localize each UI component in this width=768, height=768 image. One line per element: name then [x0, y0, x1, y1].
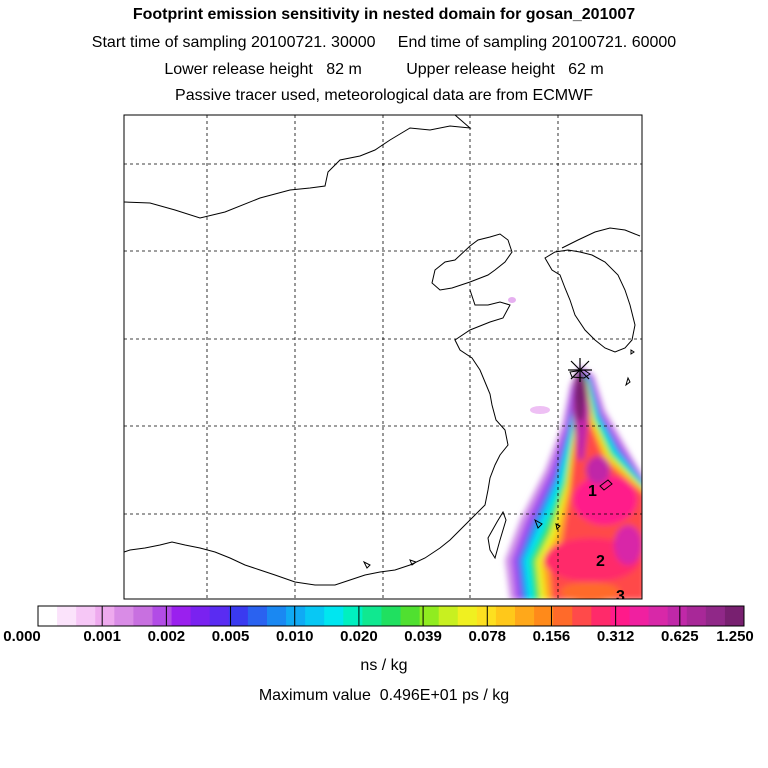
colorbar-swatch — [247, 606, 268, 626]
colorbar-tick-label: 0.010 — [275, 628, 314, 645]
coastline-small-islands-1 — [625, 376, 631, 387]
release-height-line: Lower release height 82 m Upper release … — [164, 61, 604, 78]
colorbar-swatch — [667, 606, 688, 626]
coastline-small-islands-6 — [362, 560, 371, 569]
colorbar-swatch — [228, 606, 249, 626]
coastline-korea — [544, 249, 636, 353]
colorbar-swatch — [686, 606, 707, 626]
colorbar-swatch — [438, 606, 459, 626]
colorbar-tick-label: 1.250 — [716, 628, 754, 645]
colorbar-swatch — [381, 606, 402, 626]
colorbar-swatch — [114, 606, 134, 626]
colorbar-swatch — [553, 606, 573, 626]
marker-label-1: 1 — [588, 483, 597, 500]
colorbar-swatch — [305, 606, 325, 626]
colorbar-swatch — [76, 606, 96, 626]
colorbar-swatch — [419, 606, 440, 626]
colorbar-swatch — [266, 606, 287, 626]
colorbar-swatch — [133, 606, 153, 626]
footprint-plume — [505, 365, 642, 599]
colorbar-tick-label: 0.005 — [211, 628, 250, 645]
colorbar-tick-label: 0.001 — [83, 628, 121, 645]
colorbar-swatch — [476, 606, 497, 626]
plume-core-mid-dark — [586, 456, 610, 484]
colorbar-tick-label: 0.078 — [468, 628, 507, 645]
colorbar-tick-label: 0.002 — [147, 628, 186, 645]
colorbar-swatch — [152, 606, 173, 626]
colorbar-swatch — [515, 606, 535, 626]
colorbar-swatch — [457, 606, 478, 626]
coastline-small-islands-7 — [409, 559, 418, 566]
lat-lon-grid — [124, 115, 642, 599]
colorbar-swatch — [171, 606, 192, 626]
units-label: ns / kg — [360, 657, 408, 674]
colorbar-swatch — [343, 606, 363, 626]
colorbar-swatch — [286, 606, 306, 626]
colorbar-frame — [37, 605, 745, 627]
coastline-small-islands-3 — [534, 518, 543, 529]
marker-label-2: 2 — [596, 553, 605, 570]
plume-patch-east — [614, 525, 642, 565]
colorbar-swatch — [534, 606, 554, 626]
colorbar-swatch — [572, 606, 592, 626]
colorbar-swatch — [629, 606, 650, 626]
plot-title: Footprint emission sensitivity in nested… — [132, 6, 636, 23]
colorbar-swatch — [705, 606, 726, 626]
patch-northwest — [508, 297, 516, 303]
colorbar-swatch — [57, 606, 77, 626]
colorbar-swatch — [591, 606, 611, 626]
coastline-small-islands-2 — [599, 479, 613, 491]
plume-core-mid — [573, 475, 637, 525]
plume-patch-south — [560, 582, 620, 599]
colorbar-swatch — [610, 606, 631, 626]
coastline-korea-north — [561, 227, 641, 249]
colorbar-swatch — [209, 606, 230, 626]
coastlines — [124, 115, 641, 586]
colorbar-swatch — [38, 606, 58, 626]
colorbar-tick-label: 0.039 — [404, 628, 442, 645]
colorbar-swatch — [324, 606, 344, 626]
colorbar-swatch — [400, 606, 421, 626]
colorbar-tick-label: 0.000 — [3, 628, 41, 645]
coastline-bohai — [124, 289, 511, 586]
colorbar-swatch — [648, 606, 669, 626]
colorbar-tick-label: 0.312 — [596, 628, 635, 645]
colorbar-swatch — [190, 606, 211, 626]
coastline-china-east — [431, 233, 513, 291]
plume-core-north-dark — [574, 372, 586, 420]
release-site-icon — [568, 358, 592, 382]
colorbar-swatch — [95, 606, 115, 626]
map-frame — [123, 114, 643, 600]
colorbar-tick-label: 0.156 — [532, 628, 571, 645]
colorbar — [37, 606, 745, 626]
coastline-small-islands-5 — [630, 349, 635, 355]
tracer-info-line: Passive tracer used, meteorological data… — [175, 87, 593, 104]
marker-label-3: 3 — [616, 588, 625, 605]
coastline-taiwan — [487, 510, 507, 560]
colorbar-tick-label: 0.625 — [661, 628, 699, 645]
colorbar-swatch — [495, 606, 516, 626]
colorbar-swatch — [724, 606, 745, 626]
sampling-time-line: Start time of sampling 20100721. 30000 E… — [91, 34, 677, 51]
coastline-north — [124, 115, 472, 219]
colorbar-swatch — [362, 606, 382, 626]
max-value-label: Maximum value 0.496E+01 ps / kg — [258, 687, 510, 704]
colorbar-tick-label: 0.020 — [340, 628, 378, 645]
patch-west — [530, 406, 550, 414]
